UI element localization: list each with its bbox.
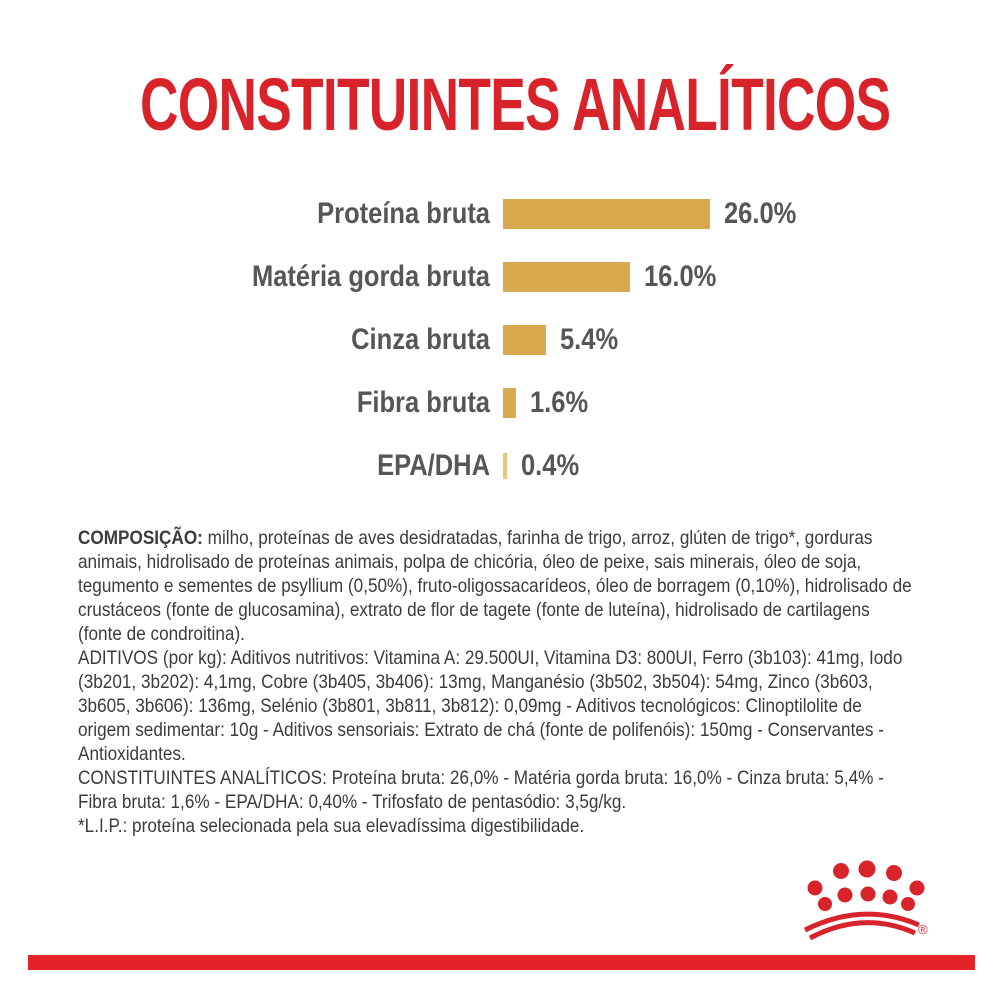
bar-label: Fibra bruta [356,385,490,419]
composition-text: milho, proteínas de aves desidratadas, f… [78,527,912,645]
royal-canin-crown-icon: ® [803,860,928,941]
ingredients-text-block: COMPOSIÇÃO: milho, proteínas de aves des… [78,526,914,838]
chart-row-ash: Cinza bruta 5.4% [0,308,1000,371]
composition-paragraph: COMPOSIÇÃO: milho, proteínas de aves des… [78,526,914,646]
bar-label: Cinza bruta [351,322,490,356]
analytical-constituents-chart: Proteína bruta 26.0% Matéria gorda bruta… [0,182,1000,497]
bar-value: 0.4% [521,448,580,482]
bottom-red-strip [28,955,975,970]
bar-epa-dha [503,452,507,479]
bar-fibre [503,387,516,418]
registered-mark: ® [918,922,928,937]
bar-value: 5.4% [560,322,619,356]
bar-fat [503,261,630,292]
bar-label: Matéria gorda bruta [251,259,490,293]
bar-value: 16.0% [644,259,717,293]
bar-label: Proteína bruta [317,196,490,230]
composition-heading: COMPOSIÇÃO: [78,527,203,549]
bar-value: 1.6% [530,385,589,419]
additives-paragraph: ADITIVOS (por kg): Aditivos nutritivos: … [78,647,903,765]
page-title: CONSTITUINTES ANALÍTICOS [140,63,891,146]
lip-footnote: *L.I.P.: proteína selecionada pela sua e… [78,815,585,837]
analytical-constituents-paragraph: CONSTITUINTES ANALÍTICOS: Proteína bruta… [78,767,884,813]
chart-row-fat: Matéria gorda bruta 16.0% [0,245,1000,308]
chart-row-protein: Proteína bruta 26.0% [0,182,1000,245]
crown-pearls [807,860,925,911]
crown-arcs [803,911,920,941]
bar-ash [503,324,546,355]
chart-row-epa-dha: EPA/DHA 0.4% [0,434,1000,497]
bar-value: 26.0% [724,196,797,230]
chart-row-fibre: Fibra bruta 1.6% [0,371,1000,434]
bar-protein [503,198,710,229]
bar-label: EPA/DHA [377,448,490,482]
